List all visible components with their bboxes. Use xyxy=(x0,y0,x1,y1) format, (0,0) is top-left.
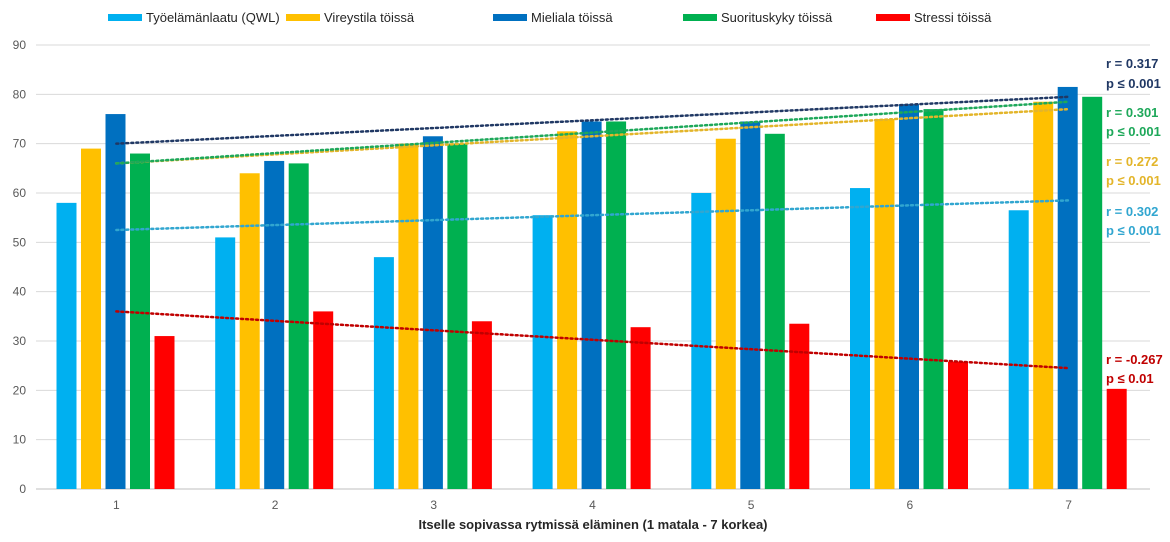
bar-3-6 xyxy=(899,104,919,489)
y-tick-label: 90 xyxy=(13,38,27,52)
bar-1-3 xyxy=(373,257,394,489)
x-tick-label: 5 xyxy=(748,498,755,512)
y-tick-label: 80 xyxy=(13,87,27,101)
legend-swatch-5 xyxy=(876,14,910,21)
bar-2-5 xyxy=(715,138,736,489)
bar-2-3 xyxy=(398,143,419,489)
bar-3-2 xyxy=(264,160,285,489)
x-tick-label: 3 xyxy=(430,498,437,512)
x-tick-label: 4 xyxy=(589,498,596,512)
bar-1-5 xyxy=(691,193,712,489)
bar-4-7 xyxy=(1082,96,1103,490)
bar-5-6 xyxy=(948,361,968,489)
y-tick-label: 50 xyxy=(13,235,27,249)
bar-1-1 xyxy=(56,202,77,489)
legend-swatch-4 xyxy=(683,14,717,21)
legend-label-4: Suorituskyky töissä xyxy=(721,10,833,25)
trend-top-layer xyxy=(115,95,1070,370)
bar-1-2 xyxy=(215,237,236,489)
bar-4-6 xyxy=(923,109,944,489)
trendline-5 xyxy=(115,310,1070,370)
y-tick-label: 40 xyxy=(13,285,27,299)
trendline-4 xyxy=(115,100,1070,165)
legend-layer: Työelämänlaatu (QWL) Vireystila töissä Mie… xyxy=(108,10,992,25)
bar-4-3 xyxy=(447,143,468,489)
bar-2-1 xyxy=(81,148,101,489)
bar-5-7 xyxy=(1106,388,1127,489)
bar-3-7 xyxy=(1057,86,1078,489)
y-tick-label: 10 xyxy=(13,433,27,447)
bar-5-1 xyxy=(154,336,175,489)
bar-4-1 xyxy=(130,153,150,490)
bar-3-4 xyxy=(581,121,602,489)
bar-2-2 xyxy=(239,173,260,489)
bar-3-5 xyxy=(740,121,761,489)
r-value-label-5: r = -0.267 xyxy=(1106,352,1163,367)
annot-layer: r = 0.317 p ≤ 0.001 r = 0.301 p ≤ 0.001 r = … xyxy=(1106,56,1163,386)
bar-3-3 xyxy=(422,136,443,489)
legend-label-1: Työelämänlaatu (QWL) xyxy=(146,10,280,25)
p-value-label-1: p ≤ 0.001 xyxy=(1106,223,1161,238)
y-tick-label: 30 xyxy=(13,334,27,348)
legend-swatch-2 xyxy=(286,14,320,21)
p-value-label-4: p ≤ 0.001 xyxy=(1106,124,1161,139)
bar-2-4 xyxy=(557,131,578,490)
trendline-2 xyxy=(115,107,1070,165)
x-tick-label: 7 xyxy=(1065,498,1072,512)
legend-label-3: Mieliala töissä xyxy=(531,10,613,25)
x-tick-label: 6 xyxy=(907,498,914,512)
bar-4-2 xyxy=(288,163,309,489)
p-value-label-2: p ≤ 0.001 xyxy=(1106,173,1161,188)
x-tick-label: 1 xyxy=(113,498,120,512)
p-value-label-3: p ≤ 0.001 xyxy=(1106,76,1161,91)
r-value-label-1: r = 0.302 xyxy=(1106,204,1158,219)
p-value-label-5: p ≤ 0.01 xyxy=(1106,371,1154,386)
y-tick-label: 0 xyxy=(19,482,26,496)
bar-5-2 xyxy=(313,311,334,489)
bar-3-1 xyxy=(105,114,126,490)
x-axis-title: Itselle sopivassa rytmissä eläminen (1 m… xyxy=(418,517,767,532)
bar-4-4 xyxy=(606,121,627,489)
x-tick-label: 2 xyxy=(272,498,279,512)
bar-5-4 xyxy=(630,327,651,489)
bar-2-6 xyxy=(874,119,895,489)
r-value-label-3: r = 0.317 xyxy=(1106,56,1158,71)
legend-swatch-1 xyxy=(108,14,142,21)
legend-swatch-3 xyxy=(493,14,527,21)
bar-4-5 xyxy=(764,133,785,490)
y-tick-label: 20 xyxy=(13,383,27,397)
legend-label-5: Stressi töissä xyxy=(914,10,992,25)
r-value-label-4: r = 0.301 xyxy=(1106,105,1158,120)
bar-1-7 xyxy=(1008,210,1029,489)
trendline-1 xyxy=(115,199,1070,232)
axis-layer: 0 10 20 30 40 50 60 70 80 90 1 2 3 4 5 6 7 xyxy=(13,38,1073,512)
bar-5-5 xyxy=(789,323,810,489)
y-tick-label: 70 xyxy=(13,137,27,151)
bar-1-6 xyxy=(850,188,870,490)
bar-5-3 xyxy=(471,321,492,489)
trendline-3 xyxy=(115,95,1070,145)
bar-1-4 xyxy=(532,215,553,489)
legend-label-2: Vireystila töissä xyxy=(324,10,415,25)
bar-2-7 xyxy=(1033,101,1054,489)
r-value-label-2: r = 0.272 xyxy=(1106,154,1158,169)
bar-layer xyxy=(56,86,1127,490)
y-tick-label: 60 xyxy=(13,186,27,200)
